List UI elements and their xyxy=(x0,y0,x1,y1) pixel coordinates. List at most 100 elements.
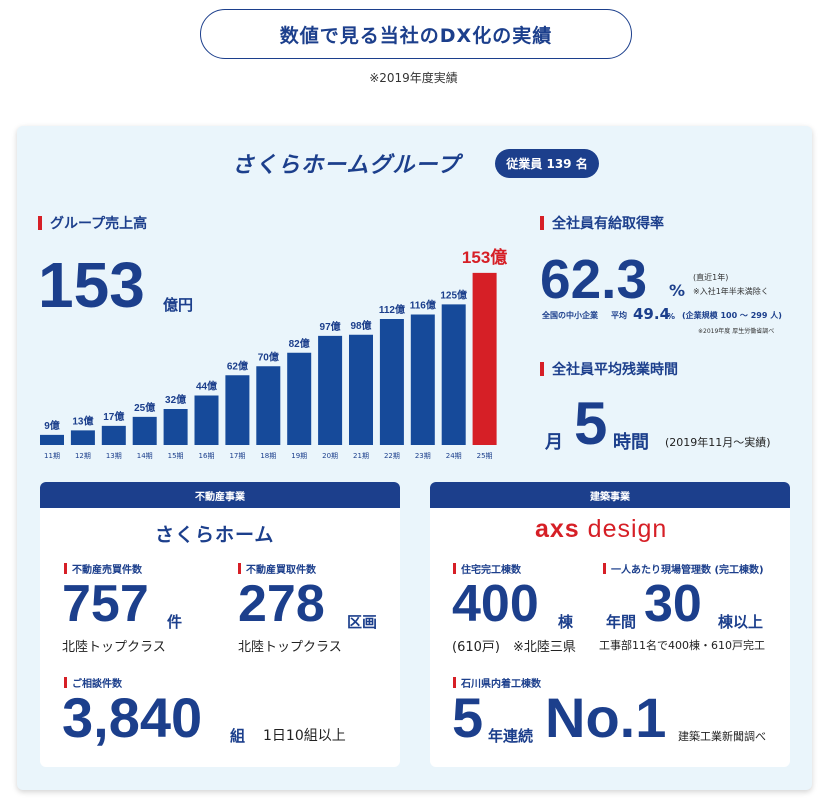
chart-bar-24期 xyxy=(441,304,466,445)
heading-marker xyxy=(64,563,67,574)
chart-category-label: 12期 xyxy=(75,452,91,460)
sme-company-scale: (企業規模 100 ～ 299 人) xyxy=(682,311,782,320)
heading-marker xyxy=(64,677,67,688)
sales-value: 153 xyxy=(38,249,145,321)
re-sales-label: 不動産売買件数 xyxy=(64,561,142,576)
real-estate-card: 不動産事業 xyxy=(40,482,400,767)
sme-average-label: 平均 xyxy=(611,311,627,320)
chart-category-label: 19期 xyxy=(291,452,307,460)
architecture-card-header: 建築事業 xyxy=(430,482,790,508)
chart-value-label: 82億 xyxy=(289,337,310,350)
heading-marker xyxy=(453,677,456,688)
chart-value-label: 32億 xyxy=(165,393,186,406)
chart-category-label: 24期 xyxy=(446,452,462,460)
re-purchase-label-text: 不動産買取件数 xyxy=(246,565,316,576)
re-sales-sub: 北陸トップクラス xyxy=(62,640,166,655)
overtime-prefix: 月 xyxy=(545,432,563,453)
ar-per-person-value: 30 xyxy=(644,575,702,633)
sme-average-unit: % xyxy=(667,312,676,321)
ar-ishikawa-label-text: 石川県内着工棟数 xyxy=(461,679,541,690)
re-consult-sub: 1日10組以上 xyxy=(263,728,346,744)
chart-bar-17期 xyxy=(225,375,250,445)
ar-per-person-unit: 棟以上 xyxy=(718,613,764,631)
re-sales-value: 757 xyxy=(62,575,149,633)
architecture-card: 建築事業 xyxy=(430,482,790,767)
chart-bar-14期 xyxy=(132,416,157,445)
chart-bar-23期 xyxy=(410,314,435,445)
heading-marker xyxy=(540,216,544,230)
re-purchase-value: 278 xyxy=(238,575,325,633)
paid-leave-note-exclusion: ※入社1年半未満除く xyxy=(693,287,769,296)
ar-per-person-label: 一人あたり現場管理数 (完工棟数) xyxy=(603,561,764,576)
re-consult-unit: 組 xyxy=(230,727,246,745)
overtime-note: (2019年11月～実績) xyxy=(665,436,771,449)
ar-completed-value: 400 xyxy=(452,575,539,633)
chart-bar-16期 xyxy=(194,395,219,445)
ar-per-person-label-text: 一人あたり現場管理数 (完工棟数) xyxy=(611,565,764,576)
chart-bar-19期 xyxy=(287,352,312,445)
sme-source: ※2019年度 厚生労働省調べ xyxy=(698,328,775,335)
page-title: 数値で見る当社のDX化の実績 xyxy=(200,9,632,59)
chart-value-label: 13億 xyxy=(72,414,93,427)
chart-category-label: 18期 xyxy=(260,452,276,460)
chart-value-label: 44億 xyxy=(196,380,217,393)
chart-category-label: 21期 xyxy=(353,452,369,460)
ar-ishikawa-rank: No.1 xyxy=(545,686,667,749)
chart-value-label: 62億 xyxy=(227,359,248,372)
chart-category-label: 20期 xyxy=(322,452,338,460)
chart-value-label: 153億 xyxy=(462,247,507,267)
re-consult-label-text: ご相談件数 xyxy=(72,679,122,690)
paid-leave-heading-text: 全社員有給取得率 xyxy=(552,216,664,232)
chart-value-label: 125億 xyxy=(440,288,467,301)
chart-value-label: 17億 xyxy=(103,410,124,423)
re-sales-unit: 件 xyxy=(167,613,183,631)
ar-per-person-prefix: 年間 xyxy=(606,613,637,631)
sakura-home-logo: さくらホーム xyxy=(155,524,275,546)
chart-bar-12期 xyxy=(70,430,95,445)
chart-bar-25期 xyxy=(472,272,497,445)
chart-value-label: 112億 xyxy=(379,303,405,316)
sales-bar-chart: 9億 11期 13億 12期 17億 13期 25億 14期 32億 15期 44億 16期 62億 17… xyxy=(40,247,507,460)
chart-bar-13期 xyxy=(101,425,126,445)
ar-per-person-sub: 工事部11名で400棟・610戸完工 xyxy=(599,639,765,652)
sme-average-value: 49.4 xyxy=(633,305,671,323)
axs-design-logo: axs design xyxy=(535,515,667,544)
ar-completed-unit: 棟 xyxy=(558,613,574,631)
sme-label: 全国の中小企業 xyxy=(542,311,598,320)
chart-value-label: 25億 xyxy=(134,401,155,414)
ar-ishikawa-label: 石川県内着工棟数 xyxy=(453,675,541,690)
re-purchase-label: 不動産買取件数 xyxy=(238,561,316,576)
overtime-value: 5 xyxy=(574,390,608,457)
chart-category-label: 23期 xyxy=(415,452,431,460)
page-title-note: ※2019年度実績 xyxy=(369,71,458,85)
chart-category-label: 22期 xyxy=(384,452,400,460)
re-purchase-unit: 区画 xyxy=(347,613,378,631)
paid-leave-rate-unit: % xyxy=(669,281,686,300)
paid-leave-heading: 全社員有給取得率 xyxy=(540,213,664,233)
re-consult-value: 3,840 xyxy=(62,686,203,749)
chart-category-label: 15期 xyxy=(168,452,184,460)
chart-bar-15期 xyxy=(163,409,188,445)
ar-completed-label-text: 住宅完工棟数 xyxy=(461,565,521,576)
employee-count-badge: 従業員 139 名 xyxy=(495,149,599,178)
ar-ishikawa-years-value: 5 xyxy=(452,686,484,749)
overtime-heading-text: 全社員平均残業時間 xyxy=(552,362,678,378)
sales-heading: グループ売上高 xyxy=(38,213,147,233)
overtime-unit: 時間 xyxy=(613,432,649,453)
chart-value-label: 97億 xyxy=(320,320,341,333)
chart-bar-22期 xyxy=(379,319,404,445)
chart-value-label: 9億 xyxy=(44,419,60,432)
chart-category-label: 11期 xyxy=(44,452,60,460)
sales-unit: 億円 xyxy=(163,296,194,314)
heading-marker xyxy=(540,362,544,376)
ar-completed-label: 住宅完工棟数 xyxy=(453,561,521,576)
re-consult-label: ご相談件数 xyxy=(64,675,122,690)
chart-value-label: 98億 xyxy=(350,319,371,332)
heading-marker xyxy=(603,563,606,574)
chart-category-label: 13期 xyxy=(106,452,122,460)
chart-value-label: 116億 xyxy=(410,299,436,312)
heading-marker xyxy=(453,563,456,574)
sales-heading-text: グループ売上高 xyxy=(50,216,148,232)
re-sales-label-text: 不動産売買件数 xyxy=(72,565,142,576)
paid-leave-note-period: (直近1年) xyxy=(693,273,729,282)
